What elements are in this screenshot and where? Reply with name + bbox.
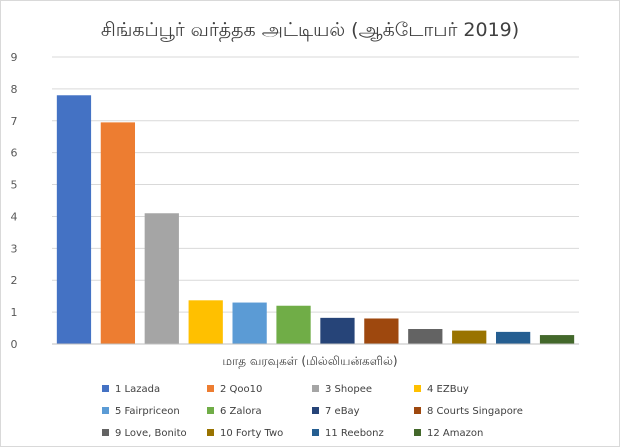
bar <box>188 300 223 344</box>
y-tick-label: 4 <box>11 210 18 223</box>
legend-label: 6 Zalora <box>220 406 262 417</box>
y-tick-label: 3 <box>11 242 18 255</box>
bars <box>56 95 575 345</box>
legend: 1 Lazada 2 Qoo10 3 Shopee 4 EZBuy 5 Fairpric… <box>102 384 523 439</box>
legend-swatch <box>102 407 109 414</box>
legend-label: 5 Fairpriceon <box>115 406 180 417</box>
bar <box>320 317 355 344</box>
legend-label: 11 Reebonz <box>325 428 384 439</box>
legend-swatch <box>414 429 421 436</box>
y-tick-label: 1 <box>11 306 18 319</box>
bar <box>276 305 311 344</box>
legend-swatch <box>312 385 319 392</box>
legend-label: 1 Lazada <box>115 384 160 395</box>
y-tick-label: 8 <box>11 83 18 96</box>
bar <box>232 302 267 344</box>
legend-swatch <box>414 385 421 392</box>
legend-swatch <box>207 385 214 392</box>
legend-swatch <box>312 429 319 436</box>
chart-title: சிங்கப்பூர் வர்த்தக அட்டியல் (ஆக்டோபர் 2… <box>101 19 519 42</box>
y-tick-label: 7 <box>11 115 18 128</box>
bar <box>408 329 443 344</box>
y-tick-label: 9 <box>11 51 18 64</box>
y-tick-label: 6 <box>11 147 18 160</box>
bar <box>100 122 136 344</box>
bar <box>539 335 575 344</box>
legend-swatch <box>414 407 421 414</box>
bar <box>56 95 92 345</box>
x-axis-label: மாத வரவுகள் (மில்லியன்களில்) <box>222 354 397 368</box>
y-axis-ticks: 0 1 2 3 4 5 6 7 8 9 <box>11 51 18 351</box>
gridlines <box>52 56 579 313</box>
y-tick-label: 2 <box>11 274 18 287</box>
legend-label: 2 Qoo10 <box>220 384 262 395</box>
legend-label: 9 Love, Bonito <box>115 428 187 439</box>
bar <box>364 318 399 344</box>
legend-label: 7 eBay <box>325 406 360 417</box>
bar <box>144 213 179 344</box>
legend-label: 12 Amazon <box>427 428 483 439</box>
legend-swatch <box>102 385 109 392</box>
legend-swatch <box>102 429 109 436</box>
y-tick-label: 5 <box>11 179 18 192</box>
y-tick-label: 0 <box>11 338 18 351</box>
legend-label: 10 Forty Two <box>220 428 283 439</box>
legend-label: 3 Shopee <box>325 384 372 395</box>
bar <box>452 330 487 344</box>
legend-swatch <box>207 407 214 414</box>
legend-label: 8 Courts Singapore <box>427 406 523 417</box>
legend-label: 4 EZBuy <box>427 384 469 395</box>
legend-swatch <box>312 407 319 414</box>
legend-swatch <box>207 429 214 436</box>
bar <box>495 331 531 344</box>
